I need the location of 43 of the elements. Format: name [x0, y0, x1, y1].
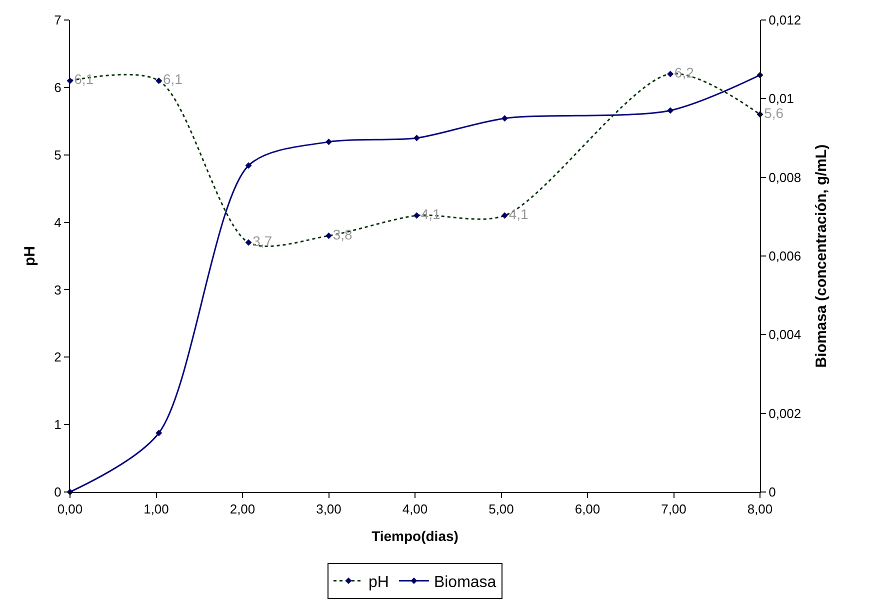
y2-tick-label: 0,004 — [768, 327, 802, 342]
point — [156, 430, 162, 436]
legend-label: Biomasa — [434, 574, 496, 591]
x-axis-title: Tiempo(dias) — [372, 528, 458, 544]
y-tick-label: 2 — [54, 350, 62, 365]
data-label: 6,1 — [74, 71, 94, 88]
x-tick-label: 7,00 — [661, 502, 686, 517]
y-tick-label: 6 — [54, 80, 62, 95]
data-label: 3,8 — [332, 226, 353, 242]
x-tick-label: 8,00 — [747, 502, 773, 517]
x-tick-label: 4,00 — [402, 502, 428, 517]
y-tick-label: 5 — [54, 147, 62, 162]
y-tick-label: 0 — [54, 484, 62, 500]
y2-tick-label: 0,008 — [768, 170, 802, 185]
data-label: 6,1 — [162, 71, 183, 88]
point — [413, 134, 420, 142]
data-label: 3,7 — [252, 233, 272, 250]
data-label: 6,2 — [674, 64, 694, 80]
y-tick-label: 4 — [54, 214, 62, 230]
x-tick-label: 0,00 — [57, 502, 83, 517]
x-tick-label: 5,00 — [488, 502, 514, 517]
point — [667, 107, 674, 114]
y-tick-label: 7 — [54, 12, 62, 28]
y2-tick-label: 0,012 — [768, 12, 802, 28]
y2-tick-label: 0,01 — [768, 91, 794, 106]
y2-tick-label: 0,002 — [768, 406, 802, 421]
data-label: 4,1 — [420, 206, 441, 222]
y-tick-label: 3 — [54, 282, 62, 298]
x-tick-label: 3,00 — [316, 502, 342, 517]
point — [245, 162, 252, 169]
x-tick-label: 1,00 — [144, 502, 169, 517]
y-tick-label: 1 — [54, 417, 62, 432]
x-tick-label: 6,00 — [574, 502, 600, 517]
y2-tick-label: 0,006 — [768, 248, 802, 264]
y2-axis-title: Biomasa (concentración, g/mL) — [813, 144, 830, 368]
data-label: 4,1 — [508, 206, 528, 222]
data-label: 5,6 — [764, 104, 784, 121]
legend-label: pH — [368, 574, 389, 591]
point — [501, 115, 508, 122]
y2-tick-label: 0 — [768, 484, 776, 500]
y-axis-title: pH — [21, 246, 38, 266]
point — [326, 138, 332, 146]
x-tick-label: 2,00 — [230, 502, 256, 517]
